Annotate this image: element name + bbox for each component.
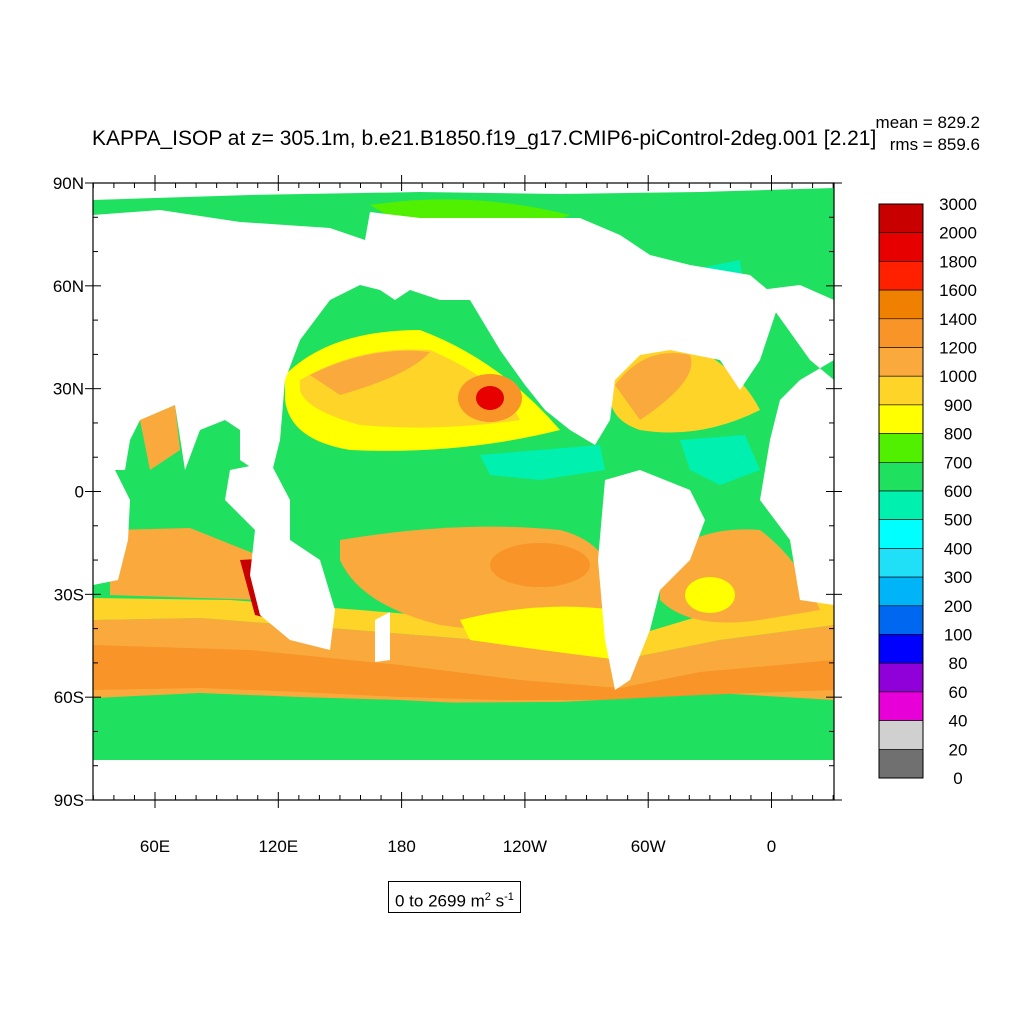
- colorbar: 3000200018001600140012001000900800700600…: [878, 195, 977, 788]
- lat-axis: 90N 60N 30N 0 30S 60S 90S: [53, 174, 84, 810]
- lon-label: 180: [387, 837, 415, 856]
- lat-label: 90N: [53, 174, 84, 193]
- colorbar-swatch: [878, 461, 924, 492]
- colorbar-swatch: [878, 605, 924, 635]
- axis-ticks: [85, 175, 842, 808]
- south-indian-gyre: [110, 528, 270, 600]
- colorbar-swatch: [878, 576, 924, 607]
- colorbar-swatch: [878, 203, 924, 234]
- colorbar-label: 800: [944, 425, 972, 444]
- north-pacific-core: [476, 386, 504, 410]
- ocean-field: [93, 183, 834, 800]
- colorbar-swatch: [878, 375, 924, 406]
- colorbar-label: 500: [944, 511, 972, 530]
- lat-label: 90S: [54, 791, 84, 810]
- colorbar-label: 20: [949, 740, 968, 759]
- colorbar-label: 600: [944, 482, 972, 501]
- lat-label: 60S: [54, 688, 84, 707]
- colorbar-label: 400: [944, 539, 972, 558]
- colorbar-label: 300: [944, 568, 972, 587]
- lon-axis: 60E 120E 180 120W 60W 0: [140, 837, 776, 856]
- lon-label: 120E: [258, 837, 298, 856]
- colorbar-swatch: [878, 519, 924, 549]
- colorbar-label: 1800: [939, 252, 977, 271]
- lon-label: 120W: [503, 837, 547, 856]
- colorbar-swatch: [878, 691, 924, 721]
- north-pacific-kuroshio: [310, 350, 430, 395]
- arabian-sea: [140, 405, 180, 470]
- colorbar-swatch: [878, 404, 924, 434]
- colorbar-label: 700: [944, 453, 972, 472]
- range-text: 0 to 2699 m: [395, 891, 485, 911]
- antarctic-margin: [93, 700, 834, 760]
- colorbar-swatch: [878, 318, 924, 348]
- colorbar-swatch: [878, 347, 924, 377]
- south-america: [598, 470, 705, 690]
- colorbar-frame: [878, 203, 924, 779]
- colorbar-label: 1600: [939, 281, 977, 300]
- lon-label: 60E: [140, 837, 170, 856]
- land-masses: [93, 183, 834, 800]
- colorbar-label: 2000: [939, 224, 977, 243]
- north-atlantic-gulf-stream: [615, 353, 692, 420]
- colorbar-label: 900: [944, 396, 972, 415]
- south-pacific-core: [490, 543, 590, 587]
- europe-africa-east: [760, 285, 834, 605]
- lon-label: 0: [767, 837, 776, 856]
- colorbar-swatch: [878, 748, 924, 779]
- colorbar-swatch: [878, 232, 924, 262]
- south-pacific-yellow: [460, 606, 620, 660]
- new-zealand: [375, 612, 390, 662]
- colorbar-swatch: [878, 289, 924, 320]
- southern-ocean-core: [93, 645, 834, 700]
- colorbar-label: 1400: [939, 310, 977, 329]
- range-label: 0 to 2699 m2 s-1: [388, 881, 521, 913]
- colorbar-swatch: [878, 634, 924, 664]
- colorbar-label: 3000: [939, 195, 977, 214]
- colorbar-label: 80: [949, 654, 968, 673]
- colorbar-label: 100: [944, 626, 972, 645]
- lat-label: 60N: [53, 277, 84, 296]
- rms-stat: rms = 859.6: [889, 135, 980, 154]
- tropical-pacific-cyan: [480, 445, 605, 480]
- africa-south: [93, 460, 130, 585]
- range-unit-sup2: -1: [504, 891, 514, 903]
- colorbar-label: 40: [949, 712, 968, 731]
- range-unit-mid: s: [490, 891, 505, 911]
- australia-asia: [225, 462, 335, 650]
- colorbar-swatch: [878, 720, 924, 750]
- lat-label: 0: [75, 483, 84, 502]
- colorbar-swatch: [878, 261, 924, 291]
- mean-stat: mean = 829.2: [875, 113, 980, 132]
- antarctica: [93, 760, 834, 800]
- eurasia-africa-north: [93, 210, 780, 480]
- colorbar-label: 60: [949, 683, 968, 702]
- colorbar-label: 1000: [939, 367, 977, 386]
- lat-label: 30S: [54, 585, 84, 604]
- colorbar-swatch: [878, 548, 924, 578]
- lon-label: 60W: [631, 837, 666, 856]
- plot-title: KAPPA_ISOP at z= 305.1m, b.e21.B1850.f19…: [92, 127, 877, 150]
- tropical-atlantic-cyan: [680, 435, 760, 485]
- lat-label: 30N: [53, 380, 84, 399]
- colorbar-swatch: [878, 433, 924, 463]
- south-atlantic-inner: [685, 577, 735, 613]
- colorbar-label: 200: [944, 597, 972, 616]
- colorbar-label: 1200: [939, 339, 977, 358]
- colorbar-swatch: [878, 662, 924, 693]
- colorbar-swatch: [878, 490, 924, 521]
- range-unit-sup1: 2: [484, 891, 491, 903]
- colorbar-label: 0: [953, 769, 962, 788]
